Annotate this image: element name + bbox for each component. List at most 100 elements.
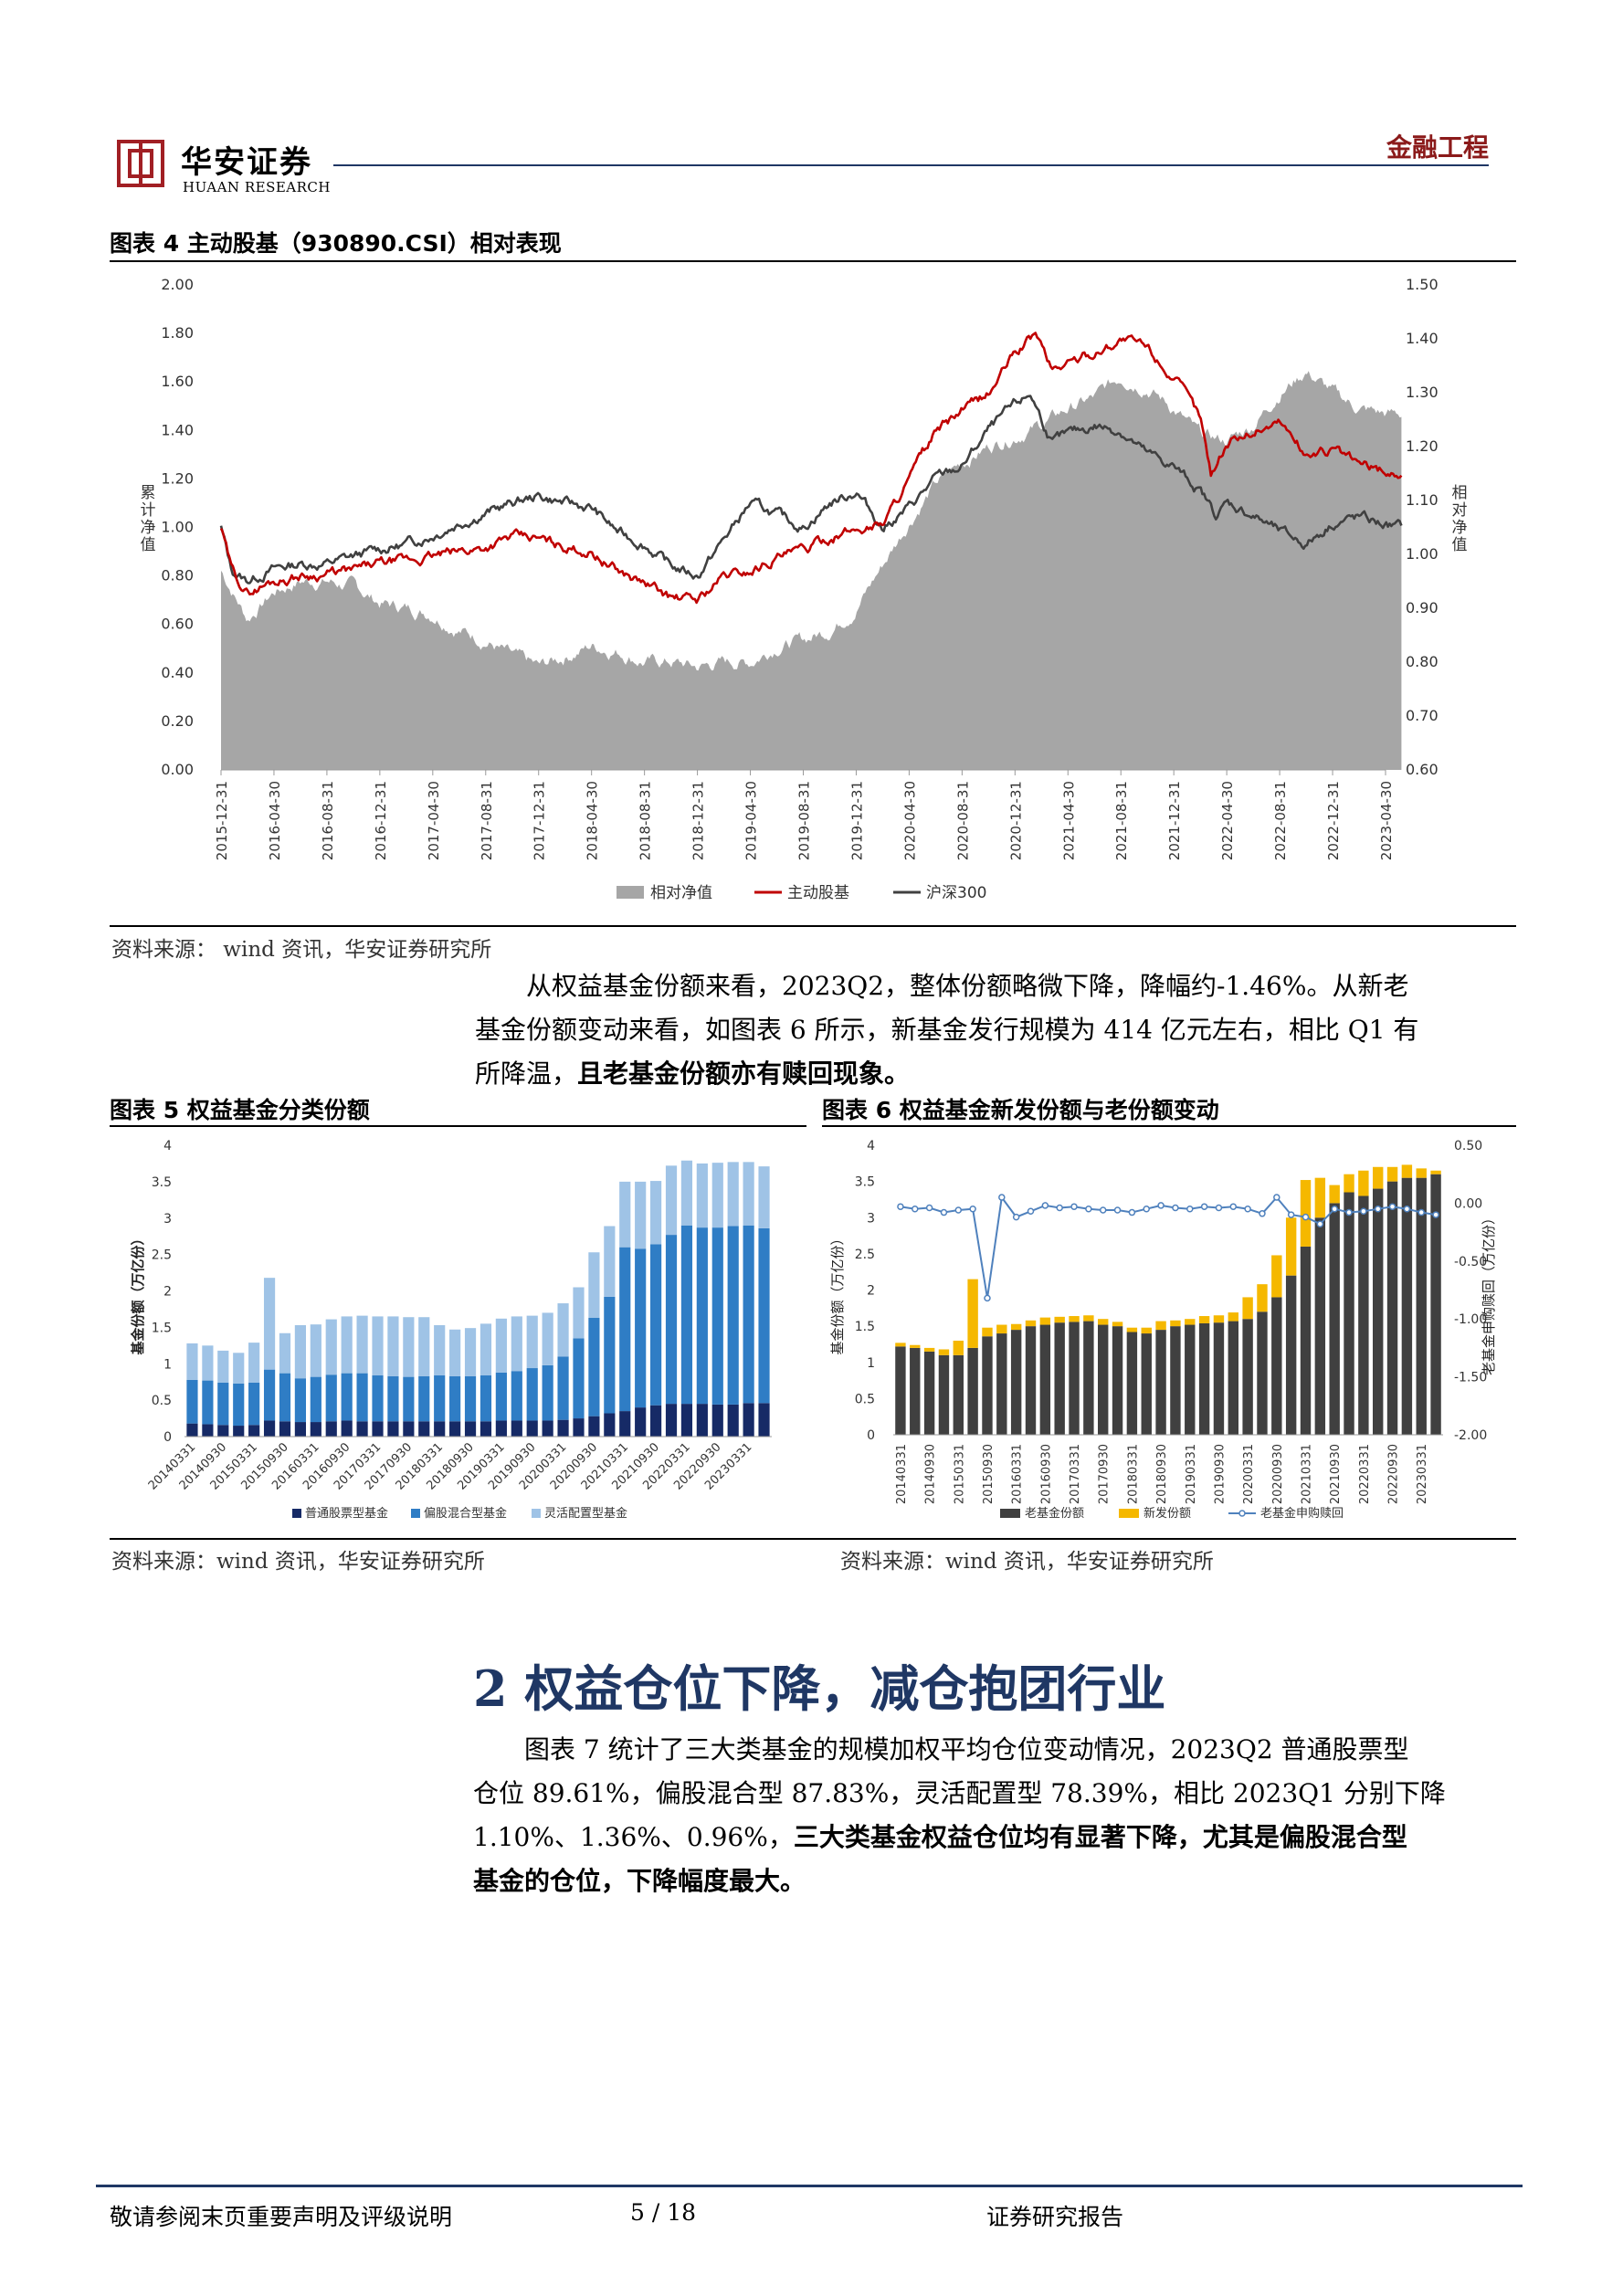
para1-line1: 从权益基金份额来看，2023Q2，整体份额略微下降，降幅约-1.46%。从新老 xyxy=(526,971,1409,1001)
fig6-x-tick-label: 20190930 xyxy=(1213,1444,1227,1504)
fig6-bar-new xyxy=(953,1340,964,1355)
fig4-x-tick-label: 2016-04-30 xyxy=(267,781,283,860)
fig4-right-tick: 0.70 xyxy=(1406,707,1439,724)
fig5-bar-3 xyxy=(557,1303,569,1357)
fig6-flow-point xyxy=(897,1203,904,1210)
fig5-bar-3 xyxy=(696,1163,708,1228)
fig6-x-tick-label: 20200930 xyxy=(1271,1444,1285,1504)
fig5-y-tick: 0 xyxy=(163,1430,172,1445)
fig4-x-tick-label: 2022-08-31 xyxy=(1272,781,1289,860)
fig6-bar-new xyxy=(1198,1316,1210,1323)
fig4-right-axis-title: 净 xyxy=(1452,519,1468,537)
fig5-bar-1 xyxy=(279,1421,291,1437)
fig4-left-axis-title: 累 xyxy=(141,484,156,502)
paragraph-position-change: 图表 7 统计了三大类基金的规模加权平均仓位变动情况，2023Q2 普通股票型 … xyxy=(473,1728,1516,1903)
fig5-bar-2 xyxy=(202,1380,214,1425)
fig5-legend-swatch-1 xyxy=(292,1509,301,1518)
fig5-bar-1 xyxy=(310,1422,321,1437)
fig6-bar-new xyxy=(1300,1180,1312,1247)
fig4-x-tick-label: 2016-08-31 xyxy=(320,781,336,860)
fig5-bar-1 xyxy=(526,1420,538,1437)
fig6-x-tick-label: 20220930 xyxy=(1387,1444,1401,1504)
fig4-left-tick: 0.40 xyxy=(161,664,194,681)
fig6-bar-new xyxy=(1314,1177,1326,1218)
fig5-bar-3 xyxy=(464,1328,477,1376)
fig5-bar-1 xyxy=(680,1404,693,1437)
fig6-x-tick-label: 20160331 xyxy=(1011,1444,1025,1504)
fig5-bar-3 xyxy=(635,1181,647,1249)
fig5-bar-1 xyxy=(248,1425,260,1437)
fig6-bar-new xyxy=(996,1324,1007,1334)
fig6-flow-point xyxy=(1027,1207,1035,1216)
fig5-bar-1 xyxy=(356,1421,368,1437)
fig4-x-tick-label: 2018-08-31 xyxy=(638,781,654,860)
fig6-flow-point xyxy=(1302,1213,1310,1221)
fig6-x-tick-label: 20190331 xyxy=(1185,1444,1198,1504)
fig5-bar-3 xyxy=(418,1317,430,1376)
brand-name-cn: 华安证券 xyxy=(181,144,312,181)
fig6-legend-old-swatch xyxy=(1000,1509,1020,1518)
para2-line3-a: 1.10%、1.36%、0.96%， xyxy=(473,1822,794,1852)
fig5-bar-2 xyxy=(418,1375,430,1422)
fig4-right-axis-title: 值 xyxy=(1452,536,1468,554)
fig5-bar-3 xyxy=(310,1324,321,1377)
fig5-bar-2 xyxy=(449,1375,461,1422)
fig6-bar-old xyxy=(923,1351,935,1435)
fig5-bar-3 xyxy=(588,1252,600,1319)
fig6-bar-new xyxy=(1386,1166,1398,1182)
fig6-x-tick-label: 20150331 xyxy=(953,1444,966,1504)
fig5-bar-3 xyxy=(511,1316,522,1372)
fig5-y-axis-title: 基金份额（万亿份） xyxy=(130,1231,146,1355)
fig5-bar-3 xyxy=(542,1312,553,1365)
fig6-bar-old xyxy=(1386,1181,1398,1435)
fig6-right-tick: -1.00 xyxy=(1454,1312,1487,1327)
para2-line3-bold: 三大类基金权益仓位均有显著下降，尤其是偏股混合型 xyxy=(793,1822,1407,1852)
fig4-right-tick: 1.40 xyxy=(1406,330,1439,347)
fig4-x-tick-label: 2017-08-31 xyxy=(479,781,495,860)
fig6-flow-point xyxy=(984,1294,991,1302)
fig5-bar-3 xyxy=(341,1316,353,1374)
fig6-flow-point xyxy=(1056,1204,1063,1212)
brand-name-en: HUAAN RESEARCH xyxy=(183,179,331,195)
fig6-flow-point xyxy=(1273,1194,1280,1201)
fig4-left-tick: 0.80 xyxy=(161,567,194,585)
fig5-bar-2 xyxy=(711,1227,723,1405)
fig5-bar-1 xyxy=(418,1421,430,1437)
fig5-bar-2 xyxy=(403,1376,415,1422)
fig5-bar-1 xyxy=(341,1420,353,1437)
fig5-bar-1 xyxy=(743,1403,754,1437)
fig4-right-tick: 0.90 xyxy=(1406,599,1439,616)
fig5-bar-3 xyxy=(449,1329,461,1376)
fig6-bar-new xyxy=(1242,1297,1253,1320)
fig6-bar-new xyxy=(1112,1322,1123,1327)
fig5-legend-swatch-2 xyxy=(411,1509,420,1518)
fig6-bar-new xyxy=(1271,1255,1282,1298)
fig5-bar-2 xyxy=(217,1382,229,1426)
fig4-active-fund-line xyxy=(219,332,1403,605)
fig4-x-tick-label: 2017-04-30 xyxy=(426,781,442,860)
fig5-bar-3 xyxy=(356,1315,368,1374)
fig6-bar-old xyxy=(895,1346,906,1435)
fig4-x-tick-label: 2020-04-30 xyxy=(901,781,918,860)
fig6-bar-old xyxy=(1126,1332,1138,1435)
fig6-x-tick-label: 20220331 xyxy=(1358,1444,1372,1504)
fig5-bar-1 xyxy=(635,1407,647,1437)
fig6-bar-old xyxy=(1228,1321,1238,1435)
footer-report-type: 证券研究报告 xyxy=(986,2204,1124,2230)
fig5-bar-3 xyxy=(604,1226,616,1297)
fig5-bar-2 xyxy=(341,1373,353,1421)
fig5-bar-3 xyxy=(248,1343,260,1383)
para1-line3-a: 所降温， xyxy=(475,1058,578,1089)
fig6-flow-point xyxy=(1259,1210,1266,1217)
fig6-title: 图表 6 权益基金新发份额与老份额变动 xyxy=(822,1097,1219,1123)
fig4-x-tick-label: 2019-04-30 xyxy=(743,781,760,860)
fig4-right-tick: 0.80 xyxy=(1406,653,1439,670)
fig5-bar-1 xyxy=(325,1421,337,1437)
fig6-bar-old xyxy=(1098,1324,1109,1435)
fig4-x-tick-label: 2017-12-31 xyxy=(532,781,548,860)
fig5-title: 图表 5 权益基金分类份额 xyxy=(110,1097,370,1123)
fig6-left-axis-title: 基金份额（万亿份） xyxy=(829,1231,846,1354)
fig5-bar-2 xyxy=(573,1338,585,1419)
fig4-legend-area-label: 相对净值 xyxy=(650,884,712,902)
fig4-left-axis-title: 净 xyxy=(141,519,156,537)
